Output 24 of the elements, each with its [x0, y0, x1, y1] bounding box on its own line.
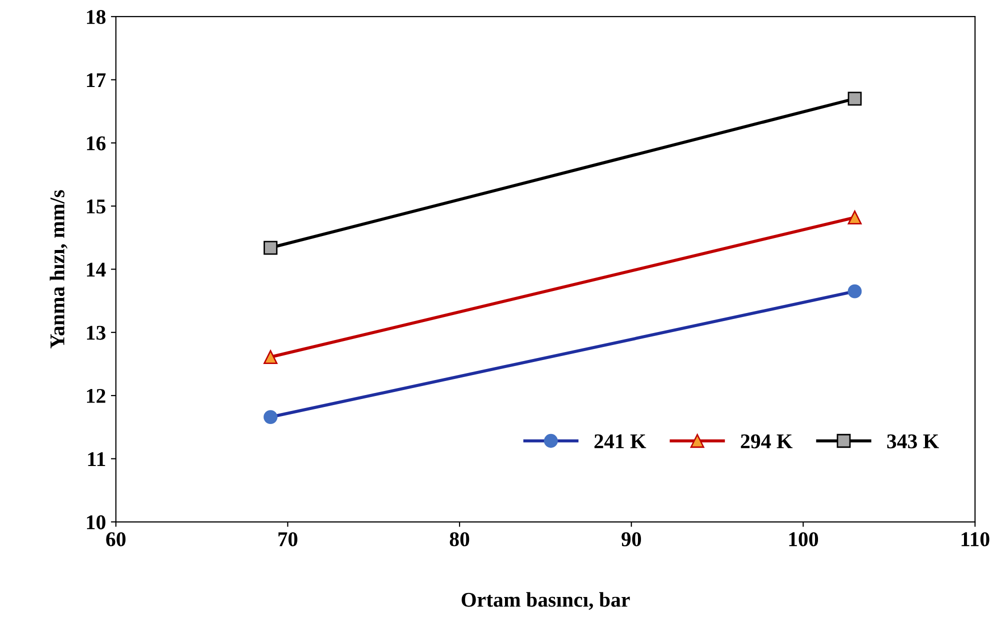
x-tick-label: 110	[962, 532, 990, 546]
y-tick-label: 17	[87, 73, 106, 87]
y-tick-label: 10	[87, 515, 106, 530]
x-axis-title: Ortam basıncı, bar	[462, 592, 630, 610]
point	[264, 350, 278, 364]
y-tick-label: 18	[87, 10, 106, 24]
point	[848, 210, 862, 224]
x-tick-label: 100	[789, 532, 818, 546]
x-tick-label: 70	[278, 532, 298, 546]
point	[848, 92, 862, 106]
x-tick-label: 90	[622, 532, 641, 546]
x-tick-label: 80	[450, 532, 470, 546]
x-tick-label: 60	[106, 532, 126, 546]
legend-label: 241 K	[594, 434, 646, 448]
y-axis-title: Yanma hızı, mm/s	[50, 190, 68, 348]
legend-label: 294 K	[740, 434, 793, 448]
point	[264, 240, 278, 255]
y-tick-label: 11	[88, 452, 106, 466]
y-tick-label: 13	[87, 326, 106, 340]
y-tick-label: 16	[87, 136, 106, 150]
y-tick-label: 15	[87, 200, 106, 214]
y-tick-label: 14	[87, 262, 106, 276]
y-tick-label: 12	[87, 388, 106, 403]
legend-label: 343 K	[887, 434, 939, 448]
